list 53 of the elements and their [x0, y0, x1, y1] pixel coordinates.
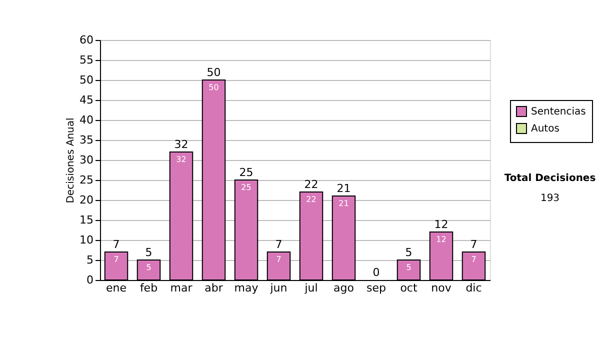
y-tick-label: 30 — [80, 154, 94, 166]
total-label: 12 — [434, 218, 448, 231]
total-label: 0 — [372, 266, 380, 279]
data-label: 22 — [306, 195, 316, 204]
x-tick-label: jun — [269, 282, 288, 294]
data-label: 7 — [471, 255, 476, 264]
y-tick-label: 0 — [86, 274, 94, 286]
total-label: 7 — [470, 238, 478, 251]
y-tick-label: 10 — [80, 234, 94, 246]
y-tick-label: 35 — [80, 134, 94, 146]
y-tick-label: 40 — [80, 114, 94, 126]
text: 193 — [540, 193, 560, 204]
y-tick-label: 5 — [86, 254, 94, 266]
data-label: 5 — [406, 263, 412, 272]
legend-label: Autos — [531, 124, 560, 134]
x-tick-label: ene — [106, 282, 127, 294]
x-tick-label: may — [234, 282, 259, 294]
y-tick-label: 20 — [80, 194, 94, 206]
y-axis-title: Decisiones Anual — [66, 118, 77, 204]
data-label: 32 — [176, 155, 186, 164]
x-tick-label: sep — [366, 282, 386, 294]
data-label: 21 — [338, 199, 349, 208]
total-label: 7 — [275, 238, 282, 251]
total-label: 50 — [206, 66, 221, 79]
x-tick-label: oct — [400, 282, 418, 294]
x-tick-label: feb — [140, 282, 158, 294]
text: Total Decisiones — [504, 173, 596, 184]
x-tick-label: jul — [304, 282, 318, 294]
total-label: 21 — [336, 182, 351, 195]
x-tick-label: mar — [170, 282, 193, 294]
data-label: 5 — [146, 263, 152, 272]
data-label: 50 — [208, 83, 219, 92]
x-tick-label: nov — [431, 282, 452, 294]
y-tick-label: 25 — [80, 174, 94, 186]
x-tick-label: abr — [204, 282, 224, 294]
y-tick-label: 45 — [80, 94, 94, 106]
total-label: 22 — [304, 178, 318, 191]
total-label: 5 — [145, 246, 152, 259]
total-label: 25 — [239, 166, 254, 179]
data-label: 7 — [276, 255, 282, 264]
total-label: 32 — [174, 138, 188, 151]
legend-label: Sentencias — [531, 106, 586, 118]
total-label: 5 — [405, 246, 412, 259]
y-tick-label: 60 — [80, 34, 94, 46]
data-label: 12 — [436, 235, 446, 244]
y-tick-label: 50 — [80, 74, 94, 86]
y-tick-label: 55 — [80, 54, 94, 66]
x-tick-label: dic — [466, 282, 482, 294]
y-tick-label: 15 — [80, 214, 94, 226]
data-label: 7 — [114, 255, 119, 264]
total-label: 7 — [112, 238, 120, 251]
x-tick-label: ago — [334, 282, 354, 294]
data-label: 25 — [241, 183, 252, 192]
